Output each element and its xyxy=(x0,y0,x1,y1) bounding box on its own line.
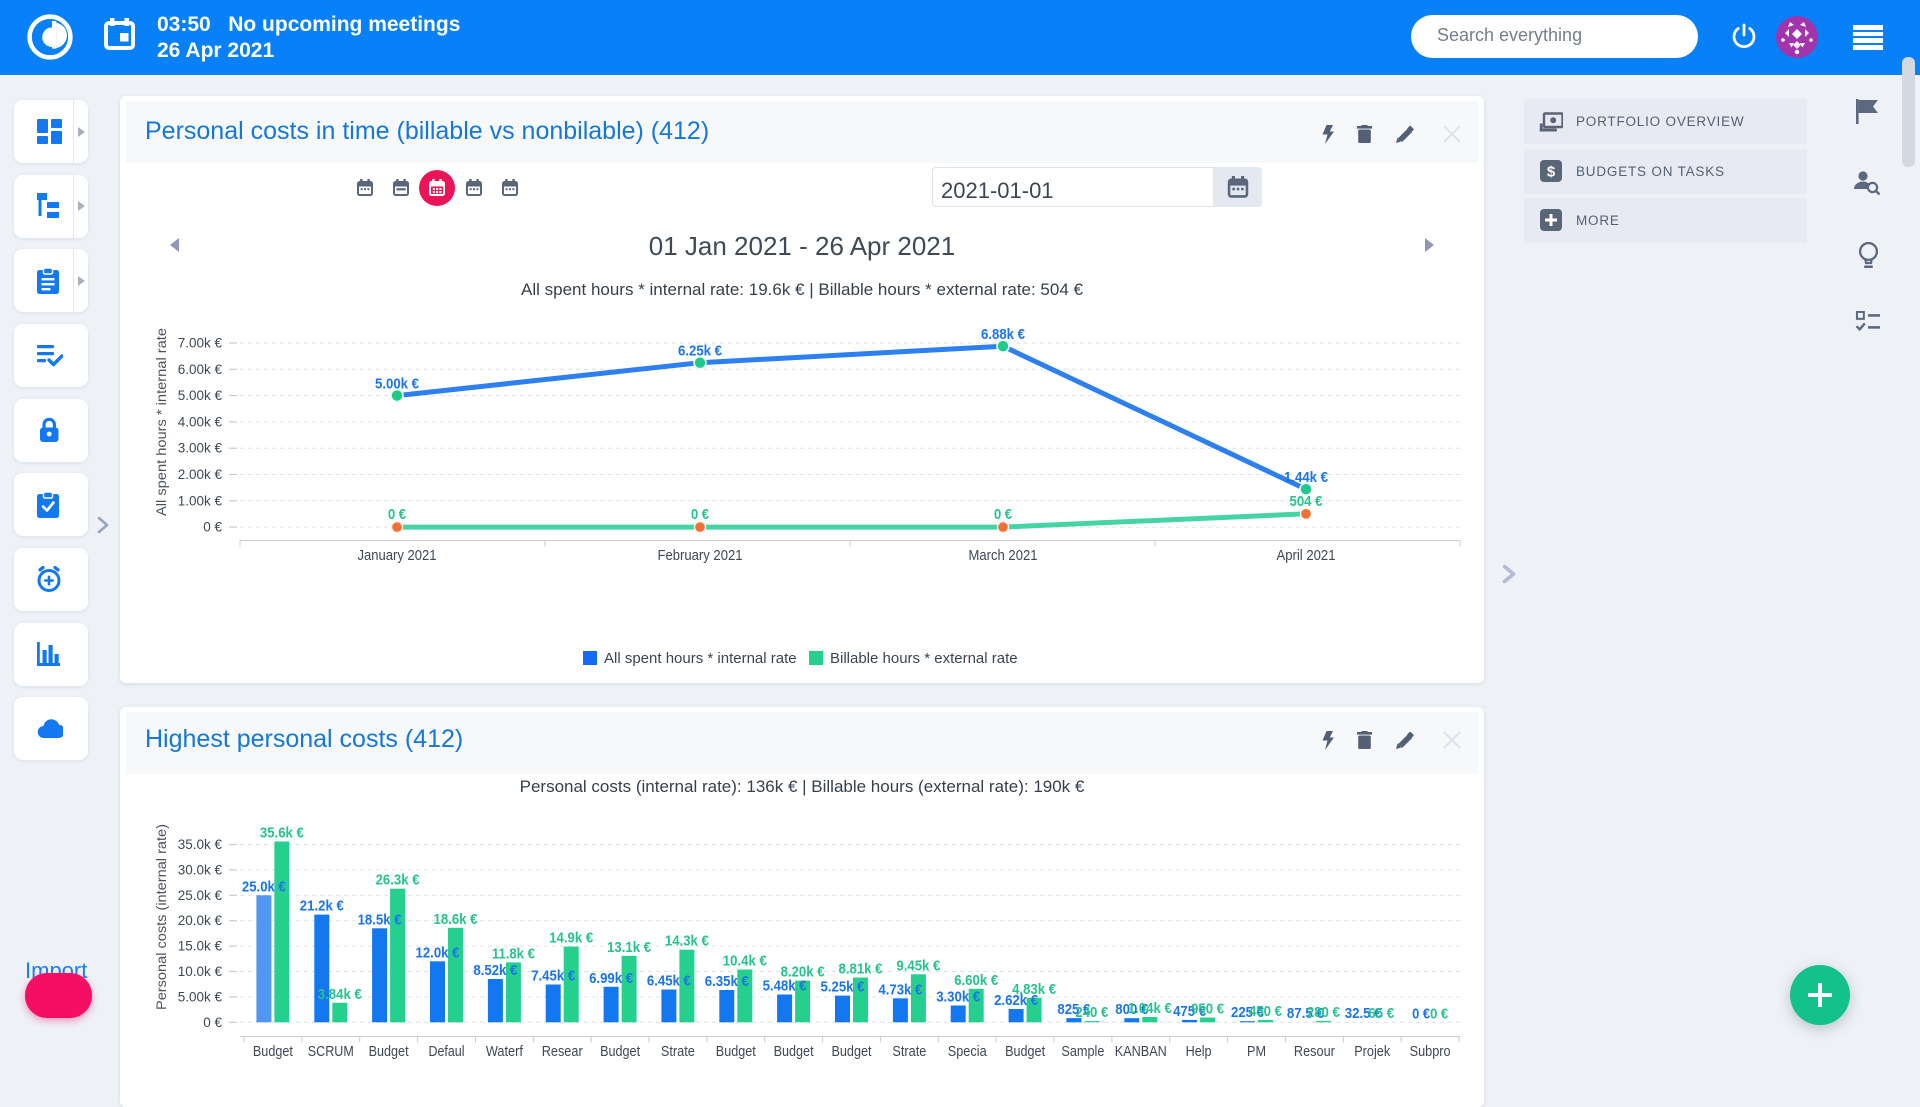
svg-text:8.20k €: 8.20k € xyxy=(781,964,826,981)
svg-text:Resour: Resour xyxy=(1294,1044,1335,1060)
svg-text:5.00k €: 5.00k € xyxy=(178,989,223,1004)
svg-text:26.3k €: 26.3k € xyxy=(376,872,421,889)
svg-text:Projek: Projek xyxy=(1354,1044,1391,1060)
svg-text:13.1k €: 13.1k € xyxy=(607,939,652,956)
svg-text:475 €: 475 € xyxy=(1173,1003,1207,1020)
svg-text:5.00k €: 5.00k € xyxy=(375,376,420,393)
svg-text:0 €: 0 € xyxy=(994,506,1013,523)
svg-text:11.8k €: 11.8k € xyxy=(492,945,536,962)
svg-text:14.3k €: 14.3k € xyxy=(665,933,710,950)
svg-text:6.00k €: 6.00k € xyxy=(178,362,223,377)
svg-text:Budget: Budget xyxy=(832,1044,872,1060)
svg-text:Budget: Budget xyxy=(253,1044,293,1060)
svg-text:January 2021: January 2021 xyxy=(358,547,437,564)
svg-text:18.5k €: 18.5k € xyxy=(358,911,403,928)
svg-text:3.30k €: 3.30k € xyxy=(936,989,981,1006)
svg-text:6.99k €: 6.99k € xyxy=(589,970,634,987)
svg-text:15.0k €: 15.0k € xyxy=(178,939,223,954)
svg-text:2.62k €: 2.62k € xyxy=(994,992,1039,1009)
svg-text:800 €: 800 € xyxy=(1115,1001,1149,1018)
svg-text:Budget: Budget xyxy=(774,1044,814,1060)
svg-text:March 2021: March 2021 xyxy=(969,547,1038,564)
svg-text:3.00k €: 3.00k € xyxy=(178,441,223,456)
svg-text:7.00k €: 7.00k € xyxy=(178,336,223,351)
svg-text:20.0k €: 20.0k € xyxy=(178,913,223,928)
svg-text:Specia: Specia xyxy=(948,1044,988,1060)
svg-text:Subpro: Subpro xyxy=(1410,1044,1451,1060)
svg-text:Budget: Budget xyxy=(1005,1044,1045,1060)
svg-text:Resear: Resear xyxy=(542,1044,583,1060)
svg-text:0 €: 0 € xyxy=(1412,1005,1431,1022)
svg-text:Budget: Budget xyxy=(600,1044,640,1060)
svg-text:8.81k €: 8.81k € xyxy=(839,961,884,978)
svg-text:225 €: 225 € xyxy=(1231,1004,1265,1021)
svg-text:18.6k €: 18.6k € xyxy=(434,911,479,928)
svg-text:Budget: Budget xyxy=(369,1044,409,1060)
svg-text:5.00k €: 5.00k € xyxy=(178,388,223,403)
svg-text:4.00k €: 4.00k € xyxy=(178,414,223,429)
svg-text:1.44k €: 1.44k € xyxy=(1284,469,1329,486)
svg-text:10.0k €: 10.0k € xyxy=(178,964,223,979)
svg-text:240 €: 240 € xyxy=(1075,1004,1109,1021)
svg-text:10.4k €: 10.4k € xyxy=(723,953,768,970)
svg-text:2.00k €: 2.00k € xyxy=(178,467,223,482)
svg-text:87.5 €: 87.5 € xyxy=(1287,1005,1325,1022)
svg-text:6.25k €: 6.25k € xyxy=(678,343,723,360)
svg-text:0 €: 0 € xyxy=(203,1015,222,1030)
svg-text:KANBAN: KANBAN xyxy=(1115,1044,1167,1060)
svg-text:Defaul: Defaul xyxy=(429,1044,465,1060)
svg-text:450 €: 450 € xyxy=(1249,1003,1283,1020)
svg-text:Budget: Budget xyxy=(716,1044,756,1060)
svg-text:6.45k €: 6.45k € xyxy=(647,973,692,990)
svg-text:65 €: 65 € xyxy=(1368,1005,1395,1022)
svg-text:5.48k €: 5.48k € xyxy=(763,978,808,995)
svg-text:6.35k €: 6.35k € xyxy=(705,973,750,990)
svg-text:3.84k €: 3.84k € xyxy=(318,986,363,1003)
svg-text:825 €: 825 € xyxy=(1057,1001,1091,1018)
svg-text:All spent hours * internal rat: All spent hours * internal rate xyxy=(153,328,169,516)
svg-text:30.0k €: 30.0k € xyxy=(178,862,223,877)
svg-text:Strate: Strate xyxy=(661,1044,695,1060)
svg-text:950 €: 950 € xyxy=(1191,1001,1225,1018)
svg-text:0 €: 0 € xyxy=(388,506,407,523)
svg-text:Waterf: Waterf xyxy=(486,1044,524,1060)
svg-text:8.52k €: 8.52k € xyxy=(473,962,518,979)
svg-text:$: $ xyxy=(1547,163,1556,180)
svg-text:4.73k €: 4.73k € xyxy=(878,981,923,998)
svg-text:4.83k €: 4.83k € xyxy=(1012,981,1057,998)
svg-text:April 2021: April 2021 xyxy=(1277,547,1336,564)
svg-text:1.00k €: 1.00k € xyxy=(178,493,223,508)
svg-text:25.0k €: 25.0k € xyxy=(178,888,223,903)
svg-text:1.04k €: 1.04k € xyxy=(1128,1000,1173,1017)
svg-text:February 2021: February 2021 xyxy=(658,547,743,564)
svg-text:504 €: 504 € xyxy=(1290,493,1324,510)
svg-text:7.45k €: 7.45k € xyxy=(531,968,576,985)
svg-text:6.88k €: 6.88k € xyxy=(981,326,1026,343)
svg-text:21.2k €: 21.2k € xyxy=(300,898,345,915)
svg-text:0 €: 0 € xyxy=(203,520,222,535)
svg-text:9.45k €: 9.45k € xyxy=(896,957,941,974)
svg-text:0 €: 0 € xyxy=(691,506,710,523)
svg-text:Personal costs (internal rate): Personal costs (internal rate) xyxy=(153,824,169,1010)
svg-text:35.0k €: 35.0k € xyxy=(178,837,223,852)
svg-text:5.25k €: 5.25k € xyxy=(821,979,866,996)
svg-text:14.9k €: 14.9k € xyxy=(549,930,594,947)
svg-text:SCRUM: SCRUM xyxy=(308,1044,354,1060)
svg-text:Help: Help xyxy=(1186,1044,1212,1060)
svg-text:25.0k €: 25.0k € xyxy=(242,878,287,895)
svg-text:12.0k €: 12.0k € xyxy=(416,944,461,961)
svg-text:6.60k €: 6.60k € xyxy=(954,972,999,989)
svg-text:PM: PM xyxy=(1247,1044,1266,1060)
svg-text:Sample: Sample xyxy=(1061,1044,1104,1060)
svg-text:0 €: 0 € xyxy=(1430,1005,1449,1022)
svg-text:280 €: 280 € xyxy=(1307,1004,1341,1021)
svg-text:32.5 €: 32.5 € xyxy=(1345,1005,1383,1022)
svg-text:Strate: Strate xyxy=(892,1044,926,1060)
svg-text:35.6k €: 35.6k € xyxy=(260,825,305,842)
